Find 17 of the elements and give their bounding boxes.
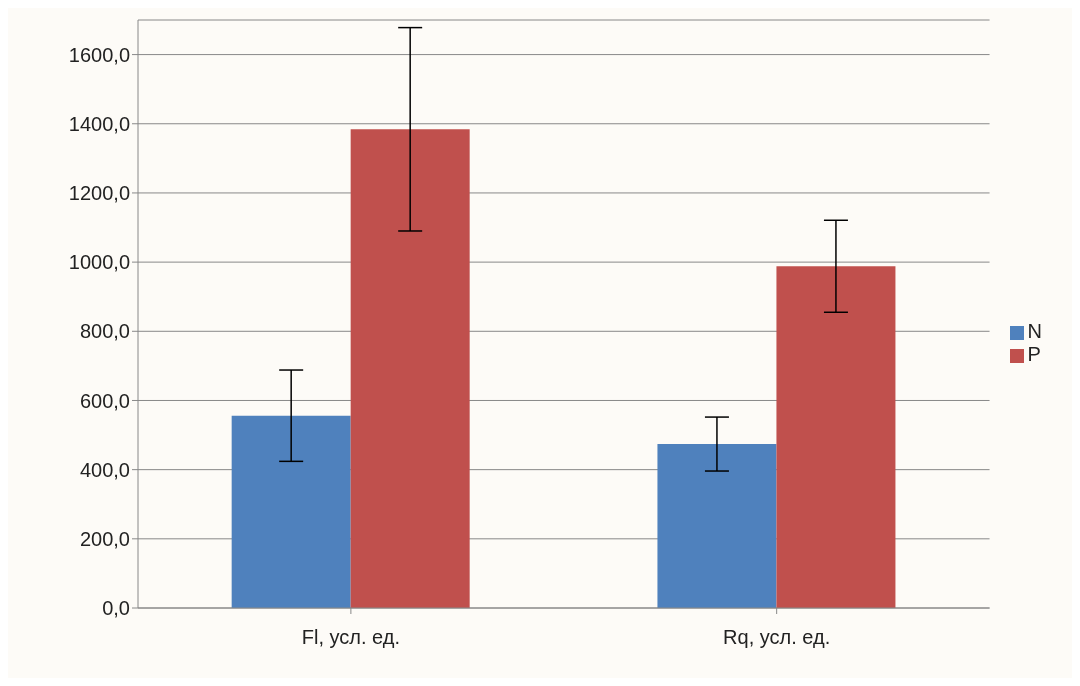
- y-tick-label: 1600,0: [68, 43, 130, 66]
- x-tick-label: Fl, усл. ед.: [301, 626, 401, 649]
- y-tick-label: 1400,0: [68, 112, 130, 135]
- bar: [776, 266, 896, 608]
- legend-label: N: [1027, 320, 1042, 342]
- y-tick-label: 1000,0: [68, 251, 130, 274]
- bar: [657, 444, 777, 608]
- y-tick-label: 400,0: [79, 458, 130, 481]
- x-tick-label: Rq, усл. ед.: [723, 626, 831, 649]
- y-tick-label: 800,0: [79, 320, 130, 343]
- y-tick-label: 0,0: [102, 597, 130, 620]
- y-tick-label: 600,0: [79, 389, 130, 412]
- y-tick-label: 200,0: [79, 527, 130, 550]
- bar: [231, 415, 351, 608]
- y-tick-label: 1200,0: [68, 182, 130, 205]
- bar: [350, 129, 470, 608]
- legend-label: P: [1027, 343, 1041, 365]
